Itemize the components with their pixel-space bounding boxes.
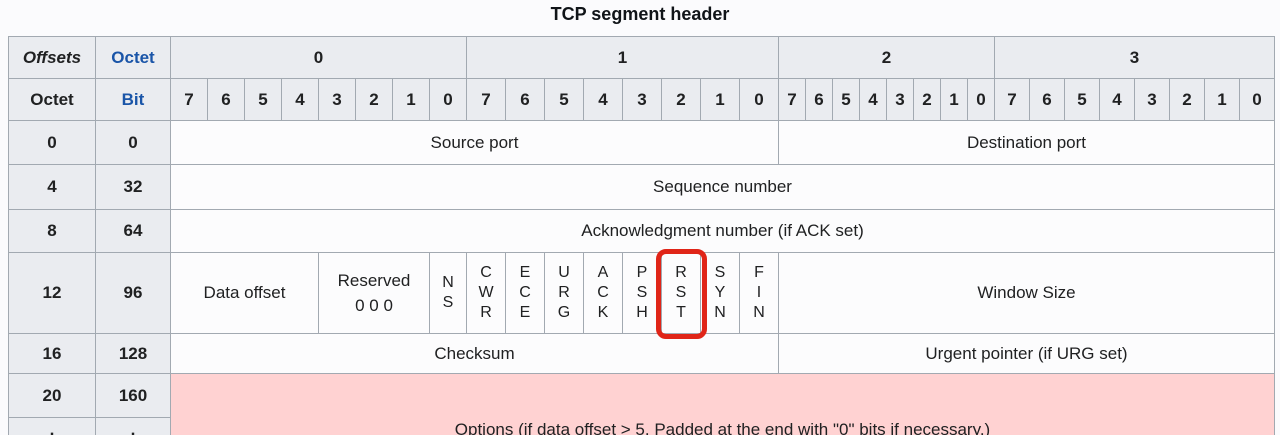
bit-number: 0 [1239,78,1275,121]
bit-number: 1 [940,78,968,121]
octet-cell: 4 [8,164,96,210]
table-row-checksum: 16 128 Checksum Urgent pointer (if URG s… [8,333,1275,374]
bit-number: 3 [886,78,914,121]
bit-cell: 128 [95,333,171,374]
field-sequence-number: Sequence number [170,164,1275,210]
bit-cell: 96 [95,252,171,334]
bit-number: 4 [281,78,319,121]
bit-cell: 32 [95,164,171,210]
flag-cell-psh: P S H [622,252,662,334]
bit-number: 5 [1064,78,1100,121]
bit-number: 2 [1169,78,1205,121]
bit-number: 3 [622,78,662,121]
bit-number-header-row: Octet Bit 7 6 5 4 3 2 1 0 7 6 5 4 3 2 1 … [8,78,1275,121]
bit-number: 3 [1134,78,1170,121]
options-label: Options (if data offset > 5. Padded at t… [454,420,991,435]
bit-link[interactable]: Bit [95,78,171,121]
bit-number: 0 [967,78,995,121]
bit-number: 5 [244,78,282,121]
tcp-header-table: Offsets Octet 0 1 2 3 Octet Bit 7 6 5 4 … [8,36,1275,435]
bit-number: 6 [805,78,833,121]
field-options: Options (if data offset > 5. Padded at t… [170,373,1275,435]
bit-number: 6 [505,78,545,121]
bit-number: 0 [739,78,779,121]
octet-group-header-row: Offsets Octet 0 1 2 3 [8,36,1275,79]
offsets-header: Offsets [8,36,96,79]
flag-cell-fin: F I N [739,252,779,334]
bit-number: 1 [700,78,740,121]
bit-number: 2 [913,78,941,121]
flag-cell-syn: S Y N [700,252,740,334]
table-row-flags: 12 96 Data offset Reserved 0 0 0 N S C W… [8,252,1275,334]
field-acknowledgment-number: Acknowledgment number (if ACK set) [170,209,1275,253]
field-urgent-pointer: Urgent pointer (if URG set) [778,333,1275,374]
bit-number: 4 [1099,78,1135,121]
bit-number: 3 [318,78,356,121]
bit-number: 5 [544,78,584,121]
field-data-offset: Data offset [170,252,319,334]
flag-cell-urg: U R G [544,252,584,334]
octet-link[interactable]: Octet [95,36,171,79]
bit-cell: 160 [95,373,171,418]
flag-cell-ece: E C E [505,252,545,334]
field-checksum: Checksum [170,333,779,374]
bit-cell: 64 [95,209,171,253]
octet-group-2: 2 [778,36,995,79]
octet-cell: 8 [8,209,96,253]
octet-cell: 16 [8,333,96,374]
bit-number: 2 [661,78,701,121]
bit-number: 7 [170,78,208,121]
bit-number: 7 [994,78,1030,121]
table-row-ellipsis: ⋮ ⋮ [8,417,1275,435]
bit-number: 6 [1029,78,1065,121]
flag-cell-ack: A C K [583,252,623,334]
bit-number: 5 [832,78,860,121]
octet-column-header: Octet [8,78,96,121]
octet-group-0: 0 [170,36,467,79]
bit-number: 7 [466,78,506,121]
octet-cell: 0 [8,120,96,165]
bit-number: 2 [355,78,393,121]
field-destination-port: Destination port [778,120,1275,165]
bit-number: 4 [859,78,887,121]
bit-number: 4 [583,78,623,121]
octet-group-3: 3 [994,36,1275,79]
table-row-sequence: 4 32 Sequence number [8,164,1275,210]
bit-number: 1 [1204,78,1240,121]
bit-ellipsis-cell: ⋮ [95,417,171,435]
reserved-label: Reserved [337,271,411,290]
bit-number: 0 [429,78,467,121]
bit-number: 6 [207,78,245,121]
bit-number: 1 [392,78,430,121]
field-window-size: Window Size [778,252,1275,334]
octet-ellipsis-cell: ⋮ [8,417,96,435]
flag-cell-cwr: C W R [466,252,506,334]
octet-cell: 12 [8,252,96,334]
octet-group-1: 1 [466,36,779,79]
bit-number: 7 [778,78,806,121]
table-row-ack: 8 64 Acknowledgment number (if ACK set) [8,209,1275,253]
flag-cell-rst[interactable]: R S T [661,252,701,334]
reserved-value: 0 0 0 [355,296,393,315]
flag-cell-ns: N S [429,252,467,334]
bit-cell: 0 [95,120,171,165]
table-row-options: 20 160 Options (if data offset > 5. Padd… [8,373,1275,435]
field-source-port: Source port [170,120,779,165]
table-row-ports: 0 0 Source port Destination port [8,120,1275,165]
octet-cell: 20 [8,373,96,418]
field-reserved: Reserved 0 0 0 [318,252,430,334]
page-title: TCP segment header [550,4,730,24]
